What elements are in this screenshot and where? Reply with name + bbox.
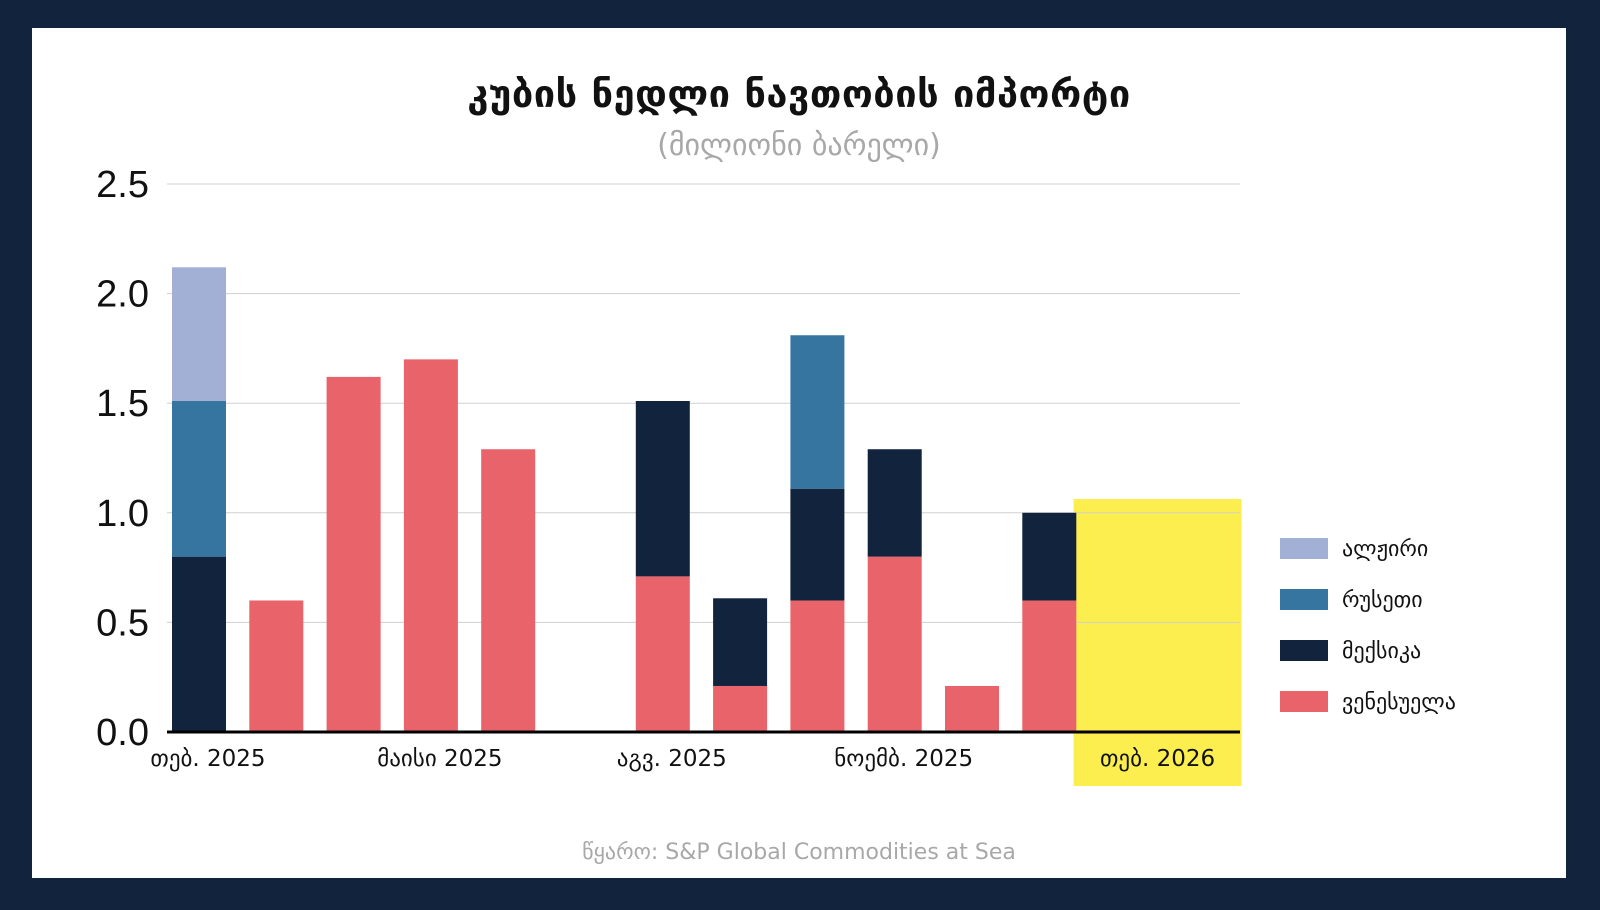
legend-swatch — [1280, 538, 1328, 559]
bar-segment — [481, 449, 536, 732]
bar-segment — [790, 488, 845, 601]
y-tick-label: 0.0 — [96, 712, 149, 754]
bar-segment — [1022, 512, 1077, 601]
y-tick-label: 0.5 — [96, 602, 149, 644]
highlight-layer — [1073, 499, 1242, 786]
bar-chart: 0.0 0.5 1.0 1.5 2.0 2.5 თებ. 2025 მაისი 2025 აგ… — [96, 164, 1456, 786]
bar-segment — [945, 685, 999, 732]
bar-segment — [635, 576, 690, 732]
legend-swatch — [1280, 691, 1328, 712]
bar-segment — [790, 600, 845, 732]
chart-subtitle: (მილიონი ბარელი) — [657, 128, 941, 163]
legend-label: მექსიკა — [1342, 639, 1421, 664]
legend-label: რუსეთი — [1342, 588, 1423, 613]
bar-segment — [1022, 600, 1077, 732]
x-tick-label: თებ. 2025 — [150, 746, 265, 772]
bar-segment — [867, 556, 922, 732]
bar-segment — [403, 359, 458, 732]
y-tick-labels: 0.0 0.5 1.0 1.5 2.0 2.5 — [96, 164, 149, 754]
x-tick-labels: თებ. 2025 მაისი 2025 აგვ. 2025 ნოემბ. 2025 თ… — [150, 746, 1215, 772]
legend-swatch — [1280, 640, 1328, 661]
x-tick-label: აგვ. 2025 — [617, 746, 727, 772]
y-tick-label: 1.0 — [96, 493, 149, 535]
x-tick-label: ნოემბ. 2025 — [834, 746, 973, 772]
bar-segment — [635, 401, 690, 577]
bar-segment — [867, 449, 922, 557]
bar-segment — [172, 267, 226, 402]
legend: ალჟირი რუსეთი მექსიკა ვენესუელა — [1280, 537, 1456, 715]
bar-segment — [249, 600, 304, 732]
bar-segment — [172, 556, 226, 732]
x-tick-label: თებ. 2026 — [1100, 746, 1215, 772]
y-tick-label: 1.5 — [96, 383, 149, 425]
legend-label: ვენესუელა — [1342, 690, 1456, 715]
legend-swatch — [1280, 589, 1328, 610]
legend-label: ალჟირი — [1342, 537, 1428, 562]
chart-panel: კუბის ნედლი ნავთობის იმპორტი (მილიონი ბა… — [32, 28, 1566, 878]
bar-segment — [713, 685, 768, 732]
chart-title: კუბის ნედლი ნავთობის იმპორტი — [467, 72, 1131, 116]
y-tick-label: 2.5 — [96, 164, 149, 206]
bar-segment — [172, 401, 226, 557]
x-tick-label: მაისი 2025 — [377, 746, 502, 772]
chart-source: წყარო: S&P Global Commodities at Sea — [582, 840, 1016, 865]
y-tick-label: 2.0 — [96, 274, 149, 316]
highlight-band — [1073, 499, 1242, 786]
bars — [172, 267, 1077, 732]
bar-segment — [326, 376, 381, 732]
bar-segment — [790, 335, 845, 489]
bar-segment — [713, 598, 768, 686]
